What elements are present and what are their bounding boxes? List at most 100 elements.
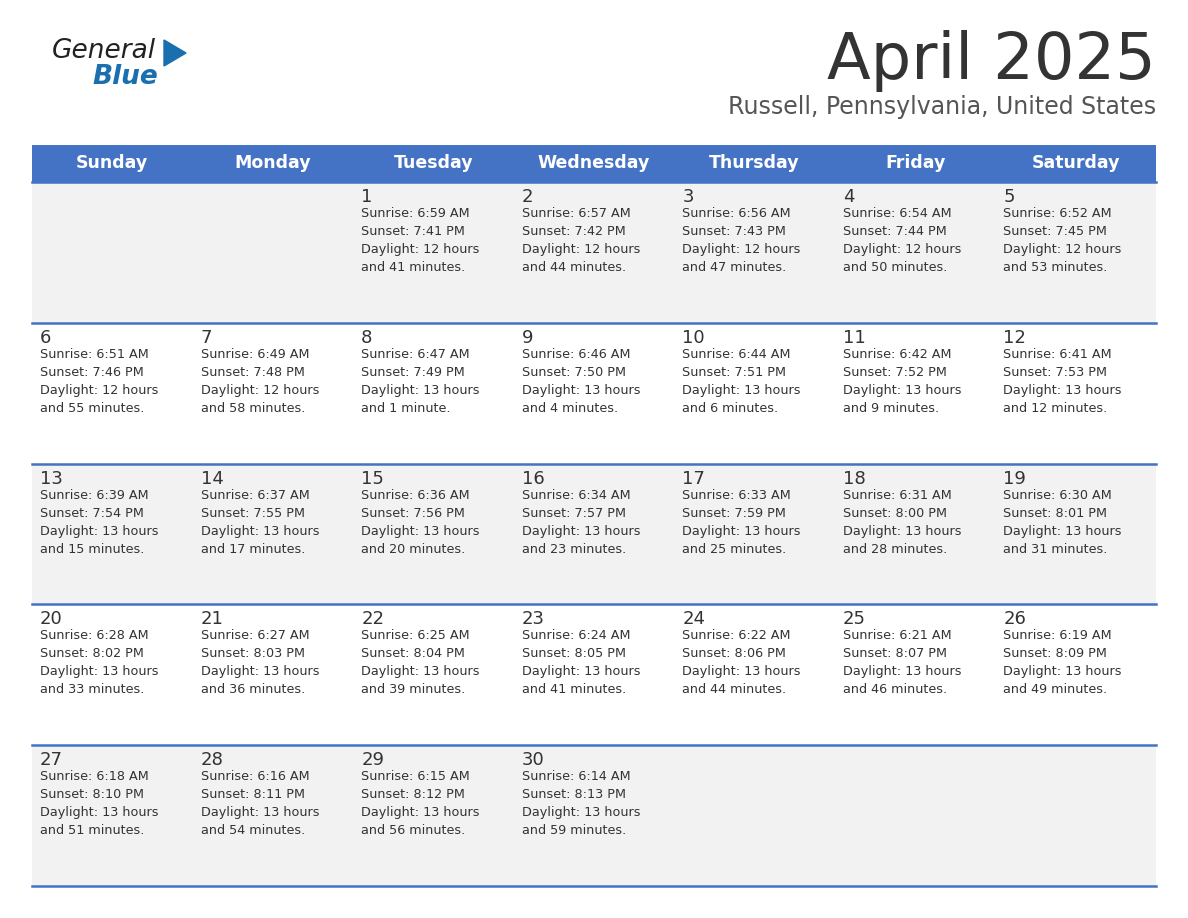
Text: Sunrise: 6:56 AM: Sunrise: 6:56 AM [682,207,791,220]
Text: Sunrise: 6:15 AM: Sunrise: 6:15 AM [361,770,470,783]
Text: Sunset: 7:54 PM: Sunset: 7:54 PM [40,507,144,520]
Text: Daylight: 13 hours: Daylight: 13 hours [682,384,801,397]
Text: Sunset: 8:06 PM: Sunset: 8:06 PM [682,647,786,660]
Text: and 36 minutes.: and 36 minutes. [201,683,305,697]
Text: and 20 minutes.: and 20 minutes. [361,543,466,555]
Text: 6: 6 [40,329,51,347]
Text: Sunrise: 6:47 AM: Sunrise: 6:47 AM [361,348,469,361]
Text: Sunrise: 6:28 AM: Sunrise: 6:28 AM [40,630,148,643]
Text: and 6 minutes.: and 6 minutes. [682,402,778,415]
Text: Sunrise: 6:34 AM: Sunrise: 6:34 AM [522,488,631,501]
Text: and 44 minutes.: and 44 minutes. [522,261,626,274]
Text: Daylight: 13 hours: Daylight: 13 hours [201,806,320,819]
Text: Sunset: 8:11 PM: Sunset: 8:11 PM [201,789,304,801]
Text: Sunset: 8:00 PM: Sunset: 8:00 PM [842,507,947,520]
Text: and 59 minutes.: and 59 minutes. [522,824,626,837]
Text: 29: 29 [361,751,384,769]
Text: and 46 minutes.: and 46 minutes. [842,683,947,697]
Text: and 41 minutes.: and 41 minutes. [522,683,626,697]
Text: Daylight: 13 hours: Daylight: 13 hours [522,384,640,397]
Text: Daylight: 13 hours: Daylight: 13 hours [682,666,801,678]
Text: Sunrise: 6:41 AM: Sunrise: 6:41 AM [1004,348,1112,361]
Text: and 58 minutes.: and 58 minutes. [201,402,305,415]
Text: Friday: Friday [885,154,946,173]
Text: Sunrise: 6:21 AM: Sunrise: 6:21 AM [842,630,952,643]
Text: 16: 16 [522,470,544,487]
Text: Sunset: 8:01 PM: Sunset: 8:01 PM [1004,507,1107,520]
Text: Russell, Pennsylvania, United States: Russell, Pennsylvania, United States [728,95,1156,119]
Text: Sunset: 7:52 PM: Sunset: 7:52 PM [842,365,947,379]
Text: 24: 24 [682,610,706,629]
Text: Daylight: 13 hours: Daylight: 13 hours [361,666,480,678]
Text: 18: 18 [842,470,866,487]
Text: Thursday: Thursday [709,154,800,173]
Text: Daylight: 13 hours: Daylight: 13 hours [682,524,801,538]
Polygon shape [164,40,187,66]
Text: 15: 15 [361,470,384,487]
Text: Sunset: 7:42 PM: Sunset: 7:42 PM [522,225,625,238]
Text: Daylight: 13 hours: Daylight: 13 hours [361,524,480,538]
Text: and 15 minutes.: and 15 minutes. [40,543,145,555]
Text: Sunrise: 6:14 AM: Sunrise: 6:14 AM [522,770,631,783]
Text: 4: 4 [842,188,854,206]
Text: Sunset: 8:05 PM: Sunset: 8:05 PM [522,647,626,660]
Text: Daylight: 13 hours: Daylight: 13 hours [1004,384,1121,397]
Text: Daylight: 12 hours: Daylight: 12 hours [1004,243,1121,256]
Text: Sunset: 8:09 PM: Sunset: 8:09 PM [1004,647,1107,660]
Text: 11: 11 [842,329,866,347]
Text: Daylight: 13 hours: Daylight: 13 hours [522,524,640,538]
Text: Daylight: 13 hours: Daylight: 13 hours [1004,524,1121,538]
Text: and 25 minutes.: and 25 minutes. [682,543,786,555]
Text: Daylight: 12 hours: Daylight: 12 hours [842,243,961,256]
Text: 20: 20 [40,610,63,629]
Text: Sunrise: 6:39 AM: Sunrise: 6:39 AM [40,488,148,501]
Text: 1: 1 [361,188,373,206]
Text: Daylight: 13 hours: Daylight: 13 hours [201,524,320,538]
Text: Sunset: 7:43 PM: Sunset: 7:43 PM [682,225,786,238]
Text: and 9 minutes.: and 9 minutes. [842,402,939,415]
Text: and 47 minutes.: and 47 minutes. [682,261,786,274]
Text: 8: 8 [361,329,373,347]
Text: Sunrise: 6:54 AM: Sunrise: 6:54 AM [842,207,952,220]
Text: Sunrise: 6:16 AM: Sunrise: 6:16 AM [201,770,309,783]
Text: and 1 minute.: and 1 minute. [361,402,450,415]
Text: and 17 minutes.: and 17 minutes. [201,543,305,555]
Text: Daylight: 13 hours: Daylight: 13 hours [522,666,640,678]
Bar [32,745,1156,886]
Text: Saturday: Saturday [1031,154,1120,173]
Text: and 12 minutes.: and 12 minutes. [1004,402,1107,415]
Text: 26: 26 [1004,610,1026,629]
Text: Sunset: 7:46 PM: Sunset: 7:46 PM [40,365,144,379]
Text: Sunrise: 6:59 AM: Sunrise: 6:59 AM [361,207,469,220]
Text: Sunset: 8:07 PM: Sunset: 8:07 PM [842,647,947,660]
Text: 7: 7 [201,329,213,347]
Text: General: General [52,38,156,64]
Text: Sunset: 7:50 PM: Sunset: 7:50 PM [522,365,626,379]
Text: Sunrise: 6:33 AM: Sunrise: 6:33 AM [682,488,791,501]
Text: 23: 23 [522,610,545,629]
Text: and 39 minutes.: and 39 minutes. [361,683,466,697]
Text: 2: 2 [522,188,533,206]
Bar [32,464,1156,604]
Text: Daylight: 12 hours: Daylight: 12 hours [40,384,158,397]
Text: Sunset: 7:41 PM: Sunset: 7:41 PM [361,225,465,238]
Text: 19: 19 [1004,470,1026,487]
Text: Daylight: 13 hours: Daylight: 13 hours [522,806,640,819]
Text: Daylight: 13 hours: Daylight: 13 hours [40,666,158,678]
Text: 27: 27 [40,751,63,769]
Bar [32,604,1156,745]
Text: Daylight: 13 hours: Daylight: 13 hours [201,666,320,678]
Text: and 51 minutes.: and 51 minutes. [40,824,145,837]
Text: 22: 22 [361,610,384,629]
Text: 14: 14 [201,470,223,487]
Text: Monday: Monday [234,154,311,173]
Text: Daylight: 13 hours: Daylight: 13 hours [1004,666,1121,678]
Text: Sunset: 7:57 PM: Sunset: 7:57 PM [522,507,626,520]
Text: Daylight: 12 hours: Daylight: 12 hours [361,243,480,256]
Text: Sunset: 7:48 PM: Sunset: 7:48 PM [201,365,304,379]
Bar [32,145,1156,182]
Text: Sunset: 8:10 PM: Sunset: 8:10 PM [40,789,144,801]
Text: 5: 5 [1004,188,1015,206]
Text: Daylight: 12 hours: Daylight: 12 hours [682,243,801,256]
Text: Sunset: 7:51 PM: Sunset: 7:51 PM [682,365,786,379]
